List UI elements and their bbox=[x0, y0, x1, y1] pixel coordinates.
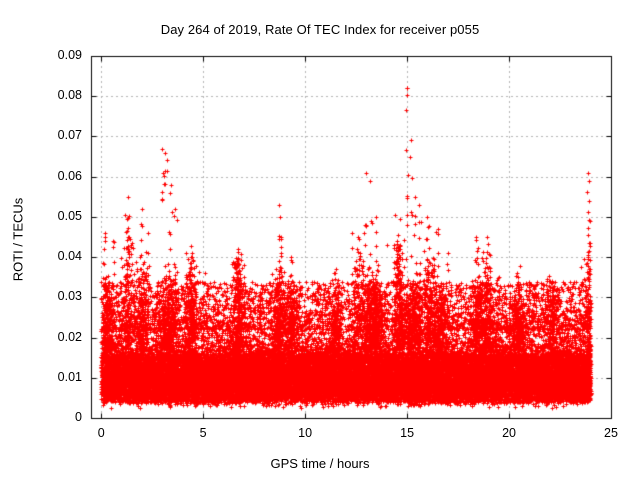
y-tick-label: 0.04 bbox=[57, 249, 82, 264]
x-tick-label: 10 bbox=[298, 426, 313, 440]
y-tick-label: 0.06 bbox=[57, 168, 82, 183]
y-tick-label: 0 bbox=[75, 410, 82, 424]
y-tick-label: 0.01 bbox=[57, 369, 82, 384]
y-tick-label: 0.02 bbox=[57, 329, 82, 344]
x-axis-label: GPS time / hours bbox=[270, 456, 370, 471]
x-tick-label: 0 bbox=[97, 426, 105, 440]
y-tick-label: 0.05 bbox=[57, 208, 82, 223]
x-tick-label: 20 bbox=[502, 426, 516, 440]
x-tick-label: 25 bbox=[604, 426, 618, 440]
y-tick-label: 0.08 bbox=[57, 88, 82, 103]
y-tick-label: 0.07 bbox=[57, 128, 82, 143]
x-tick-label: 5 bbox=[199, 426, 207, 440]
x-tick-label: 15 bbox=[400, 426, 415, 440]
page-title: Day 264 of 2019, Rate Of TEC Index for r… bbox=[160, 22, 480, 37]
y-tick-label: 0.03 bbox=[57, 289, 82, 304]
y-tick-label: 0.09 bbox=[57, 48, 82, 62]
y-axis-tick-labels: 0 0.01 0.02 0.03 0.04 0.05 0.06 0.07 0.08 0.09 bbox=[36, 0, 82, 480]
